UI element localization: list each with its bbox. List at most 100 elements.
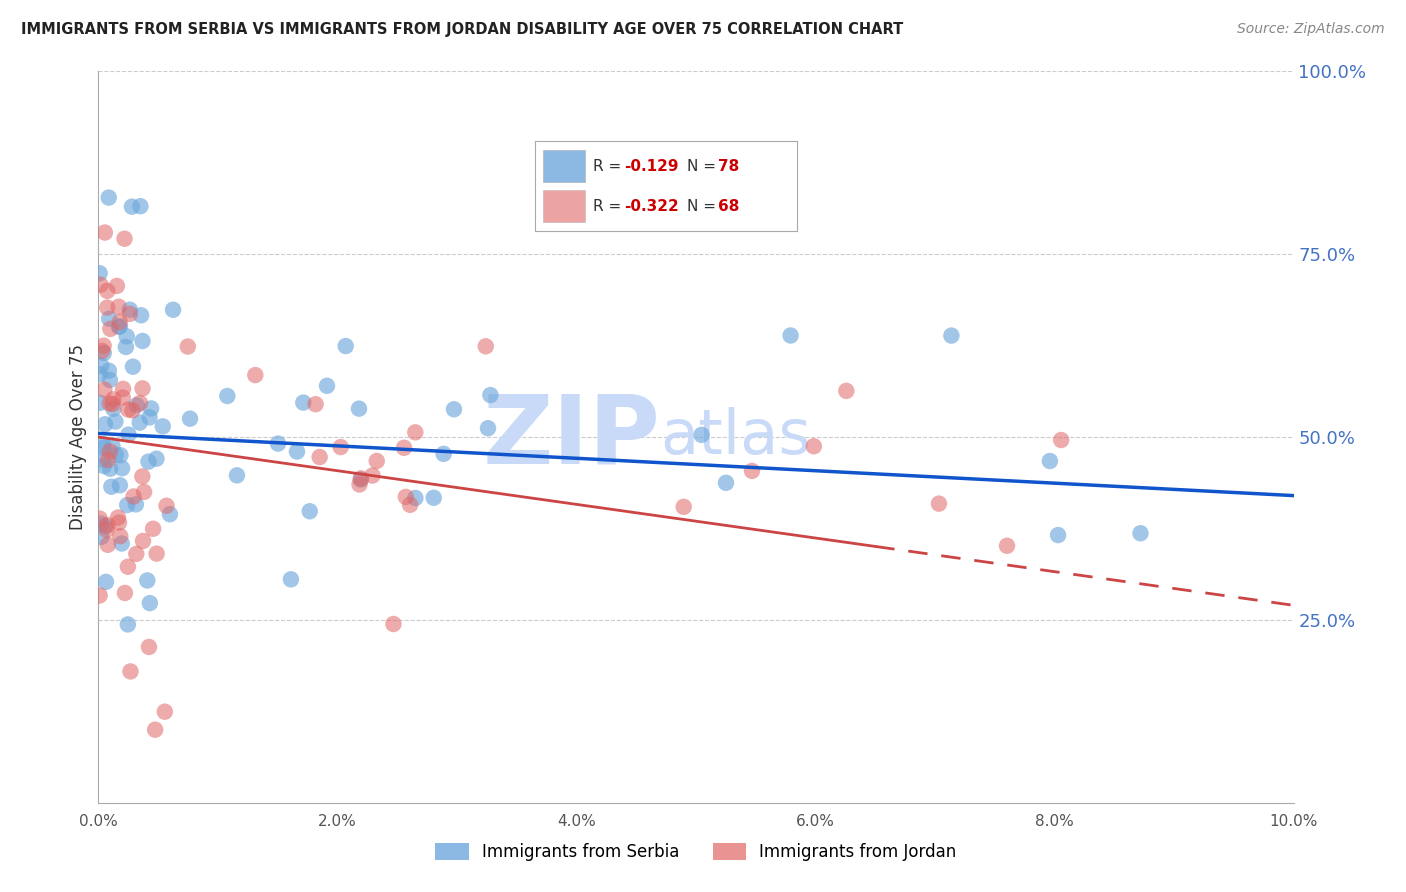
Point: [217, 389, 239, 403]
Point: [101, 439, 124, 453]
Point: [97, 453, 120, 467]
Point: [422, 491, 444, 505]
Point: [110, 448, 132, 462]
Point: [280, 572, 302, 586]
Point: [349, 477, 371, 491]
Point: [395, 490, 418, 504]
Point: [93, 383, 115, 397]
Point: [114, 232, 136, 246]
Point: [159, 507, 181, 521]
Point: [121, 403, 143, 417]
Point: [741, 464, 763, 478]
Point: [103, 401, 125, 416]
Point: [108, 319, 131, 334]
Point: [98, 373, 121, 387]
Point: [125, 497, 148, 511]
Point: [115, 340, 138, 354]
Point: [131, 334, 153, 348]
Point: [100, 480, 122, 494]
Point: [89, 277, 111, 292]
Point: [91, 441, 114, 455]
Point: [136, 574, 159, 588]
Point: [1047, 528, 1070, 542]
Point: [91, 437, 114, 451]
Point: [129, 199, 152, 213]
Point: [131, 469, 153, 483]
Text: N =: N =: [688, 199, 721, 214]
Point: [97, 190, 120, 204]
Point: [298, 504, 321, 518]
Point: [117, 617, 139, 632]
Point: [316, 379, 339, 393]
Point: [108, 315, 131, 329]
Point: [152, 419, 174, 434]
Point: [153, 705, 176, 719]
Point: [690, 428, 713, 442]
Point: [111, 536, 134, 550]
Point: [93, 458, 115, 473]
Point: [143, 723, 166, 737]
Point: [96, 284, 118, 298]
Point: [155, 499, 177, 513]
Point: [145, 451, 167, 466]
Point: [125, 547, 148, 561]
Point: [96, 523, 118, 537]
Point: [177, 340, 200, 354]
Point: [90, 516, 112, 531]
Point: [111, 391, 134, 405]
Point: [1050, 433, 1073, 447]
Point: [474, 339, 496, 353]
Text: -0.129: -0.129: [624, 159, 679, 174]
Point: [382, 617, 405, 632]
Point: [404, 491, 426, 505]
Point: [129, 308, 152, 322]
Text: 68: 68: [718, 199, 740, 214]
Point: [479, 388, 502, 402]
Point: [97, 518, 120, 533]
Point: [98, 396, 121, 410]
Text: atlas: atlas: [661, 407, 811, 467]
Point: [90, 530, 112, 544]
Point: [132, 533, 155, 548]
Point: [108, 516, 131, 530]
Point: [97, 538, 120, 552]
Text: 78: 78: [718, 159, 740, 174]
Point: [304, 397, 326, 411]
Point: [995, 539, 1018, 553]
Point: [941, 328, 963, 343]
Point: [104, 415, 127, 429]
Point: [103, 392, 125, 407]
Point: [308, 450, 330, 464]
Point: [142, 522, 165, 536]
Point: [443, 402, 465, 417]
Point: [139, 401, 162, 416]
Point: [347, 401, 370, 416]
Point: [162, 302, 184, 317]
Point: [117, 402, 139, 417]
Point: [129, 396, 152, 410]
Point: [179, 411, 201, 425]
Bar: [543, 151, 585, 182]
Text: -0.322: -0.322: [624, 199, 679, 214]
Point: [714, 475, 737, 490]
Point: [285, 444, 308, 458]
Point: [779, 328, 801, 343]
Text: ZIP: ZIP: [482, 391, 661, 483]
Point: [672, 500, 695, 514]
Point: [89, 367, 111, 381]
Point: [120, 665, 142, 679]
Point: [114, 586, 136, 600]
Point: [110, 529, 132, 543]
Point: [115, 329, 138, 343]
Point: [335, 339, 357, 353]
Point: [107, 300, 129, 314]
Point: [366, 454, 388, 468]
Point: [128, 416, 150, 430]
Point: [835, 384, 858, 398]
Point: [89, 511, 111, 525]
Point: [361, 468, 384, 483]
Point: [89, 589, 111, 603]
Point: [139, 596, 162, 610]
Point: [392, 441, 415, 455]
Text: IMMIGRANTS FROM SERBIA VS IMMIGRANTS FROM JORDAN DISABILITY AGE OVER 75 CORRELAT: IMMIGRANTS FROM SERBIA VS IMMIGRANTS FRO…: [21, 22, 903, 37]
